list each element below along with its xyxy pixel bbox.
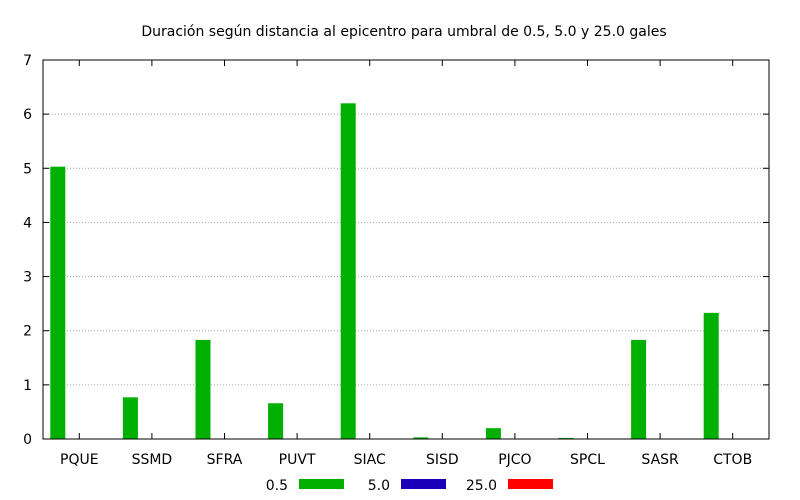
x-tick-label: PJCO	[498, 452, 531, 468]
y-axis: 0 1 2 3 4 5 6 7	[23, 53, 769, 448]
chart-title: Duración según distancia al epicentro pa…	[141, 24, 666, 40]
y-tick-label: 7	[23, 53, 32, 69]
x-axis: PQUE SSMD SFRA PUVT SIAC SISD PJCO SPCL SASR CTOB	[60, 60, 752, 468]
plot-frame	[42, 59, 770, 440]
y-tick-label: 1	[23, 378, 32, 394]
legend-swatch	[299, 479, 344, 489]
bar	[268, 403, 284, 439]
bars	[50, 103, 719, 440]
bar	[703, 312, 719, 439]
x-tick-label: SASR	[641, 452, 679, 468]
y-tick-label: 6	[23, 107, 32, 123]
y-tick-label: 4	[23, 215, 32, 231]
x-tick-label: PUVT	[279, 452, 316, 468]
legend-label: 25.0	[466, 478, 497, 494]
bar	[50, 166, 66, 439]
x-tick-label: PQUE	[60, 452, 99, 468]
x-tick-label: SIAC	[354, 452, 386, 468]
bar	[485, 428, 501, 439]
legend: 0.5 5.0 25.0	[266, 478, 553, 494]
x-tick-label: SISD	[426, 452, 459, 468]
y-tick-label: 2	[23, 324, 32, 340]
bar	[122, 397, 138, 439]
x-tick-label: SFRA	[207, 452, 243, 468]
bar	[340, 103, 356, 440]
x-tick-label: SPCL	[570, 452, 605, 468]
legend-label: 5.0	[368, 478, 390, 494]
legend-swatch	[401, 479, 446, 489]
y-tick-label: 3	[23, 270, 32, 286]
bar	[413, 437, 429, 439]
bar	[631, 339, 647, 439]
y-tick-label: 0	[23, 432, 32, 448]
x-tick-label: CTOB	[713, 452, 752, 468]
bar	[195, 339, 211, 439]
y-tick-label: 5	[23, 161, 32, 177]
legend-swatch	[508, 479, 553, 489]
grid-lines	[43, 113, 769, 386]
x-tick-label: SSMD	[132, 452, 173, 468]
bar	[558, 437, 574, 439]
legend-label: 0.5	[266, 478, 288, 494]
